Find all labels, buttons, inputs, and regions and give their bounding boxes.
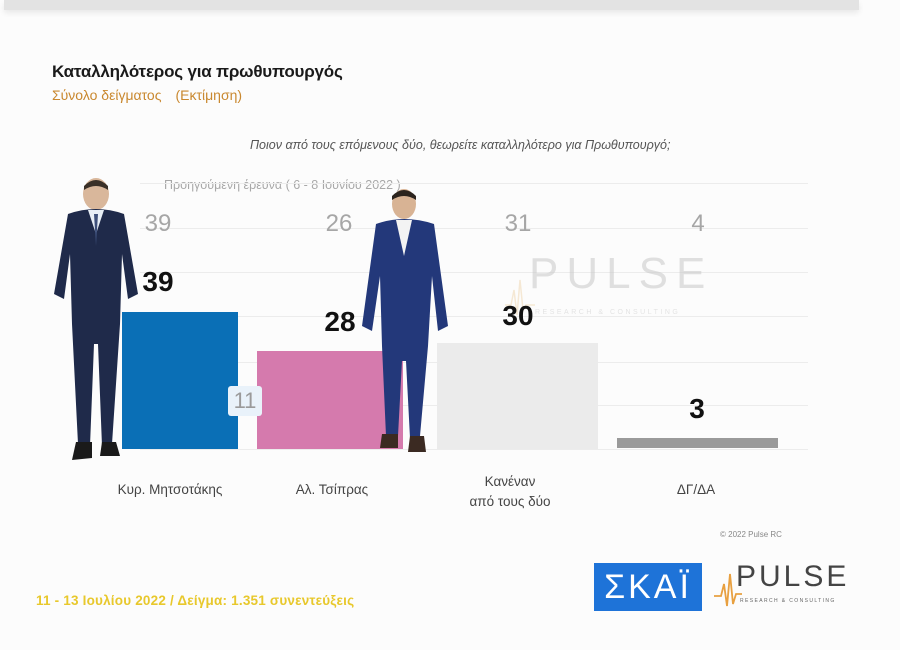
subtitle-text: Σύνολο δείγματος — [52, 87, 162, 103]
category-label-text: Κανέναν — [484, 474, 536, 489]
category-label: Κανέναν από τους δύο — [420, 472, 600, 512]
gridline — [140, 316, 808, 317]
bar-value: 30 — [502, 300, 534, 331]
pulse-logo-subtext: RESEARCH & CONSULTING — [740, 598, 836, 604]
category-label-text-line2: από τους δύο — [469, 494, 551, 509]
bar-value: 3 — [689, 393, 705, 424]
category-label: Αλ. Τσίπρας — [242, 480, 422, 500]
bar-mitsotakis — [122, 312, 238, 449]
pulse-logo-text: PULSE — [736, 560, 850, 593]
bar-neither — [437, 343, 598, 449]
subtitle-note: (Εκτίμηση) — [175, 87, 243, 103]
bar-value: 39 — [142, 266, 174, 297]
pulse-wave-icon — [505, 279, 535, 316]
pulse-watermark: PULSE RESEARCH & CONSULTING — [505, 249, 705, 325]
gridline — [140, 272, 808, 273]
pulse-logo: PULSE RESEARCH & CONSULTING — [714, 560, 846, 610]
gridline — [140, 183, 808, 184]
watermark-text: PULSE — [529, 249, 714, 298]
mitsotakis-figure — [54, 178, 138, 460]
category-label-text: ΔΓ/ΔΑ — [676, 482, 716, 497]
chart-subtitle: Σύνολο δείγματος (Εκτίμηση) — [52, 87, 242, 103]
gridline — [140, 449, 808, 450]
previous-value: 31 — [504, 210, 532, 237]
category-label-text: Αλ. Τσίπρας — [295, 482, 369, 497]
tsipras-figure — [362, 189, 448, 452]
previous-survey-label: Προηγούμενη έρευνα ( 6 - 8 Ιουνίου 2022 … — [164, 178, 401, 192]
category-label: ΔΓ/ΔΑ — [606, 480, 786, 500]
previous-value: 26 — [325, 210, 353, 237]
bar-tsipras — [257, 351, 403, 449]
skai-logo: ΣΚΑΪ — [594, 563, 702, 611]
watermark-subtext: RESEARCH & CONSULTING — [535, 309, 681, 316]
top-shadow-bar — [4, 0, 859, 10]
bar-value: 28 — [324, 306, 356, 337]
copyright-notice: © 2022 Pulse RC — [720, 530, 782, 539]
category-label: Κυρ. Μητσοτάκης — [80, 480, 260, 500]
survey-question: Ποιον από τους επόμενους δύο, θεωρείτε κ… — [250, 138, 671, 152]
previous-value: 4 — [691, 210, 705, 237]
previous-value: 39 — [144, 210, 172, 237]
difference-badge: 11 — [228, 386, 262, 416]
survey-info: 11 - 13 Ιουλίου 2022 / Δείγμα: 1.351 συν… — [36, 593, 355, 608]
bar-dont-know — [617, 438, 778, 448]
category-label-text: Κυρ. Μητσοτάκης — [117, 482, 223, 497]
gridline — [140, 228, 808, 229]
chart-title: Καταλληλότερος για πρωθυπουργός — [52, 62, 343, 81]
pulse-wave-icon — [714, 573, 742, 607]
